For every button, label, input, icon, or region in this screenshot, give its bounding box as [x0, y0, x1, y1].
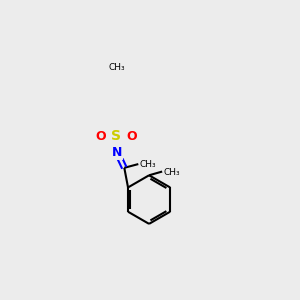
Text: CH₃: CH₃ — [140, 160, 156, 169]
Text: O: O — [127, 130, 137, 142]
Text: CH₃: CH₃ — [108, 63, 125, 72]
Text: O: O — [96, 130, 106, 142]
Text: CH₃: CH₃ — [164, 167, 180, 176]
Text: S: S — [111, 129, 122, 143]
Text: N: N — [112, 146, 122, 159]
